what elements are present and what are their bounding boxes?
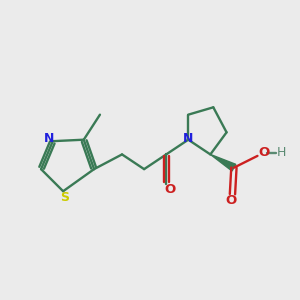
Text: H: H [276,146,286,159]
Text: O: O [258,146,270,159]
Text: N: N [182,132,193,145]
Text: S: S [60,191,69,204]
Polygon shape [210,154,236,171]
Text: N: N [44,132,55,145]
Text: O: O [164,183,176,196]
Text: O: O [225,194,237,207]
